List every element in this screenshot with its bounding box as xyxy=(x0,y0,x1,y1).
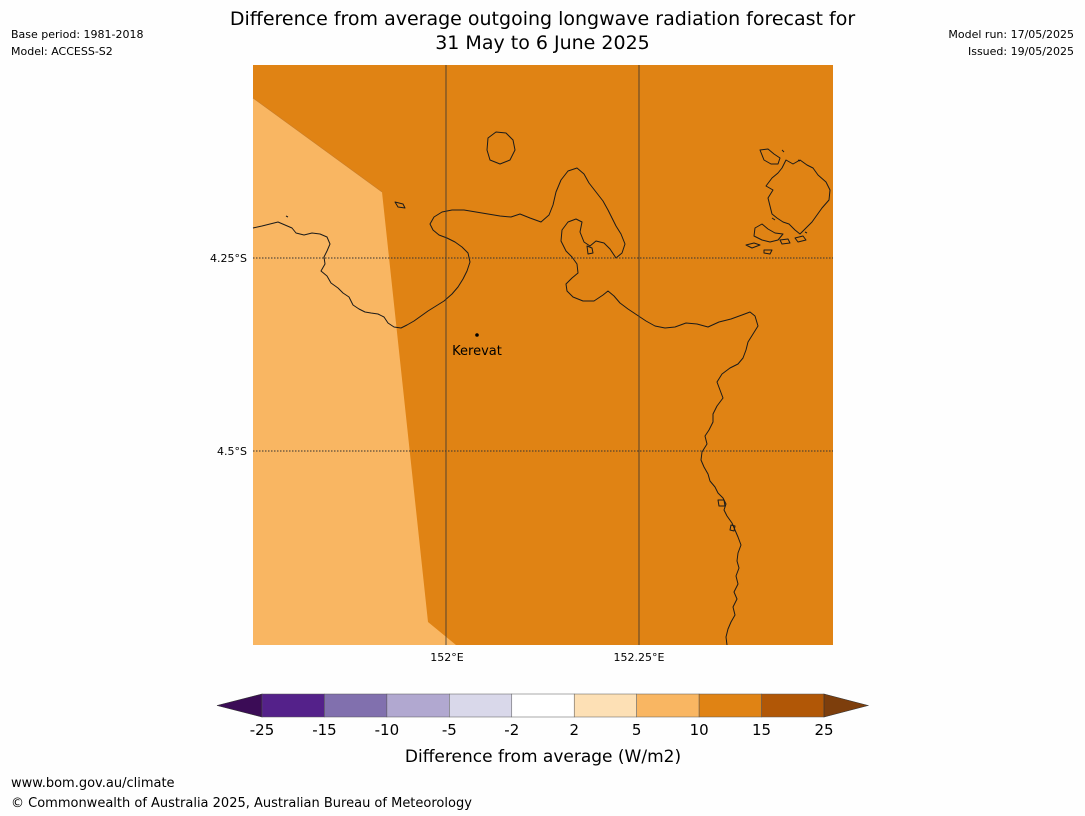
issued-text: Issued: 19/05/2025 xyxy=(967,45,1074,58)
colorbar-swatch xyxy=(573,693,637,718)
lon-label-152: 152°E xyxy=(430,651,463,664)
colorbar-swatches xyxy=(216,693,870,718)
map-title: Difference from average outgoing longwav… xyxy=(0,7,1085,55)
colorbar-tick-label: -15 xyxy=(312,721,337,739)
islet-west xyxy=(394,201,406,209)
lat-label-4-5: 4.5°S xyxy=(217,445,247,458)
colorbar-label: Difference from average (W/m2) xyxy=(405,747,681,767)
islet-east-i xyxy=(804,231,808,234)
graticule xyxy=(253,65,833,645)
title-line-1: Difference from average outgoing longwav… xyxy=(229,8,856,30)
colorbar-tick-label: -5 xyxy=(442,721,457,739)
coastline xyxy=(252,131,831,646)
colorbar-extend-high xyxy=(823,693,870,718)
colorbar-swatch xyxy=(636,693,700,718)
colorbar-swatch xyxy=(261,693,325,718)
colorbar-tick-label: -25 xyxy=(250,721,275,739)
base-period-text: Base period: 1981-2018 xyxy=(11,28,144,41)
island-east-c xyxy=(753,223,784,243)
colorbar: -25 -15 -10 -5 -2 2 5 10 15 25 Difference from av… xyxy=(216,693,870,767)
model-run-text: Model run: 17/05/2025 xyxy=(948,28,1074,41)
colorbar-tick-label: -2 xyxy=(504,721,519,739)
colorbar-tick-label: 10 xyxy=(690,721,709,739)
island-north xyxy=(486,131,516,165)
colorbar-swatch xyxy=(324,693,388,718)
lat-label-4-25: 4.25°S xyxy=(210,252,247,265)
colorbar-swatch xyxy=(511,693,575,718)
island-east-b xyxy=(759,148,781,165)
island-east-g xyxy=(794,235,807,243)
footer-url[interactable]: www.bom.gov.au/climate xyxy=(11,776,175,791)
title-line-2: 31 May to 6 June 2025 xyxy=(435,32,650,54)
colorbar-swatch xyxy=(698,693,762,718)
islet-kerevat-inlet xyxy=(586,245,594,255)
run-info-left: Base period: 1981-2018 Model: ACCESS-S2 xyxy=(11,26,143,60)
island-east-main xyxy=(765,159,831,235)
islet-east-j xyxy=(781,149,785,153)
graticule-labels: 4.25°S 4.5°S 152°E 152.25°E xyxy=(210,252,664,664)
colorbar-swatch xyxy=(761,693,825,718)
colorbar-extend-low xyxy=(216,693,263,718)
colorbar-tick-label: 2 xyxy=(569,721,579,739)
forecast-map: 4.25°S 4.5°S 152°E 152.25°E Kerevat xyxy=(210,65,833,664)
colorbar-swatch xyxy=(386,693,450,718)
westfill-edge xyxy=(252,97,383,193)
colorbar-tick-label: 15 xyxy=(752,721,771,739)
colorbar-tick-label: -10 xyxy=(375,721,400,739)
lon-label-152-25: 152.25°E xyxy=(614,651,665,664)
islet-east-k xyxy=(797,159,801,162)
islet-south-b xyxy=(729,524,736,532)
run-info-right: Model run: 17/05/2025 Issued: 19/05/2025 xyxy=(948,26,1074,60)
colorbar-tick-label: 5 xyxy=(632,721,642,739)
islet-tiny xyxy=(285,215,289,218)
island-east-f xyxy=(779,238,791,245)
model-text: Model: ACCESS-S2 xyxy=(11,45,113,58)
footer-copyright: © Commonwealth of Australia 2025, Austra… xyxy=(11,796,472,811)
kerevat-label: Kerevat xyxy=(452,344,502,359)
island-east-e xyxy=(763,249,773,255)
coastline-north xyxy=(252,167,759,646)
kerevat-marker xyxy=(475,333,479,337)
colorbar-ticks: -25 -15 -10 -5 -2 2 5 10 15 25 xyxy=(250,721,834,739)
islet-south-a xyxy=(717,499,726,507)
island-east-d xyxy=(745,242,761,249)
colorbar-tick-label: 25 xyxy=(814,721,833,739)
colorbar-swatch xyxy=(449,693,513,718)
islet-east-h xyxy=(771,217,776,221)
